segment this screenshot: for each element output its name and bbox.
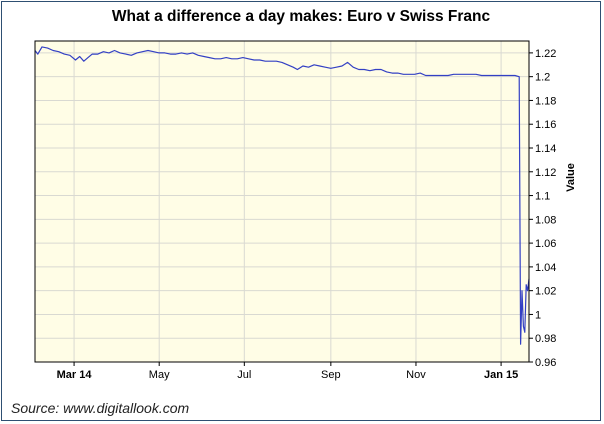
y-tick-label: 1.06 — [535, 238, 556, 250]
plot-border — [34, 40, 530, 363]
x-tick-label: Jan 15 — [484, 369, 518, 381]
y-tick-label: 1.14 — [535, 143, 556, 155]
series-line-eur-chf — [34, 46, 530, 345]
y-tick-label: 1.18 — [535, 95, 556, 107]
y-tick-label: 1.1 — [535, 191, 550, 203]
y-tick-label: 1.22 — [535, 48, 556, 60]
source-note: Source: www.digitallook.com — [11, 400, 190, 416]
y-tick-label: 1.12 — [535, 167, 556, 179]
y-tick-label: 0.98 — [535, 333, 556, 345]
y-axis-title: Value — [565, 163, 577, 192]
y-tick-label: 1.02 — [535, 286, 556, 298]
y-tick-label: 0.96 — [535, 357, 556, 369]
y-tick-label: 1.08 — [535, 214, 556, 226]
chart-title: What a difference a day makes: Euro v Sw… — [111, 8, 491, 25]
x-tick-label: Sep — [321, 369, 341, 381]
x-axis: Mar 14 May Jul Sep Nov Jan 15 — [57, 362, 518, 381]
y-tick-label: 1.16 — [535, 119, 556, 131]
y-tick-label: 1.2 — [535, 72, 550, 84]
plot-background — [35, 41, 529, 362]
x-tick-label: Mar 14 — [57, 369, 93, 381]
y-axis: 0.96 0.98 1 1.02 1.04 1.06 1.08 1.1 1.12 1.14 1.16… — [529, 48, 556, 369]
x-tick-label: Nov — [406, 369, 426, 381]
y-tick-label: 1 — [535, 309, 541, 321]
x-tick-label: Jul — [237, 369, 251, 381]
y-tick-label: 1.04 — [535, 262, 556, 274]
grid-lines — [35, 41, 529, 363]
x-tick-label: May — [149, 369, 170, 381]
